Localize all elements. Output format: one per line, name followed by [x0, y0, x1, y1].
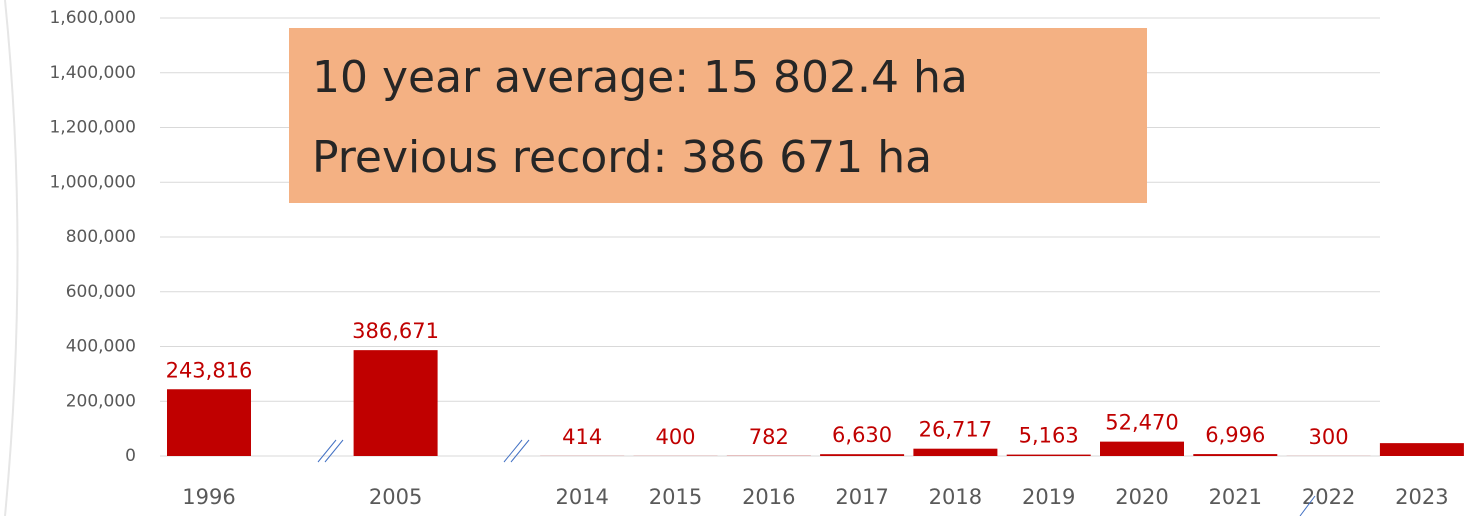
- x-tick-label: 2021: [1209, 485, 1262, 509]
- bar: [820, 454, 905, 456]
- x-tick-label: 2020: [1115, 485, 1168, 509]
- data-label: 300: [1309, 425, 1349, 449]
- data-label: 400: [655, 425, 695, 449]
- bar: [167, 389, 251, 456]
- x-tick-label: 2019: [1022, 485, 1075, 509]
- data-label: 6,630: [832, 423, 892, 447]
- axis-break: [317, 439, 1316, 516]
- bar: [913, 448, 998, 456]
- annotation-box: [289, 28, 1147, 203]
- data-label: 5,163: [1019, 424, 1079, 448]
- y-tick-label: 0: [125, 446, 136, 466]
- x-tick-label: 2015: [649, 485, 702, 509]
- data-label: 782: [749, 425, 789, 449]
- bar: [1006, 454, 1091, 456]
- data-label: 6,996: [1205, 423, 1265, 447]
- x-tick-label: 2005: [369, 485, 422, 509]
- x-tick-label: 2023: [1395, 485, 1448, 509]
- bar: [1379, 443, 1464, 456]
- y-tick-label: 800,000: [66, 227, 136, 247]
- data-label: 386,671: [352, 319, 439, 343]
- x-tick-label: 1996: [182, 485, 235, 509]
- x-tick-label: 2018: [929, 485, 982, 509]
- y-tick-label: 1,000,000: [49, 172, 136, 192]
- y-tick-label: 400,000: [66, 337, 136, 357]
- y-tick-label: 1,200,000: [49, 118, 136, 138]
- y-tick-label: 1,400,000: [49, 63, 136, 83]
- decoration: [4, 0, 19, 516]
- bar: [1193, 454, 1278, 456]
- bar: [353, 350, 438, 456]
- data-label: 52,470: [1105, 411, 1178, 435]
- annotation: Previous record: 386 671 ha: [312, 132, 932, 183]
- bar: [1100, 441, 1184, 456]
- y-tick-label: 200,000: [66, 391, 136, 411]
- annotation: 10 year average: 15 802.4 ha: [312, 52, 968, 103]
- x-tick-label: 2016: [742, 485, 795, 509]
- y-tick-label: 1,600,000: [49, 8, 136, 28]
- data-label: 414: [562, 425, 602, 449]
- data-label: 26,717: [919, 418, 992, 442]
- x-tick-label: 2017: [835, 485, 888, 509]
- x-tick-label: 2022: [1302, 485, 1355, 509]
- y-tick-label: 600,000: [66, 282, 136, 302]
- x-tick-label: 2014: [555, 485, 608, 509]
- data-label: 243,816: [166, 358, 253, 382]
